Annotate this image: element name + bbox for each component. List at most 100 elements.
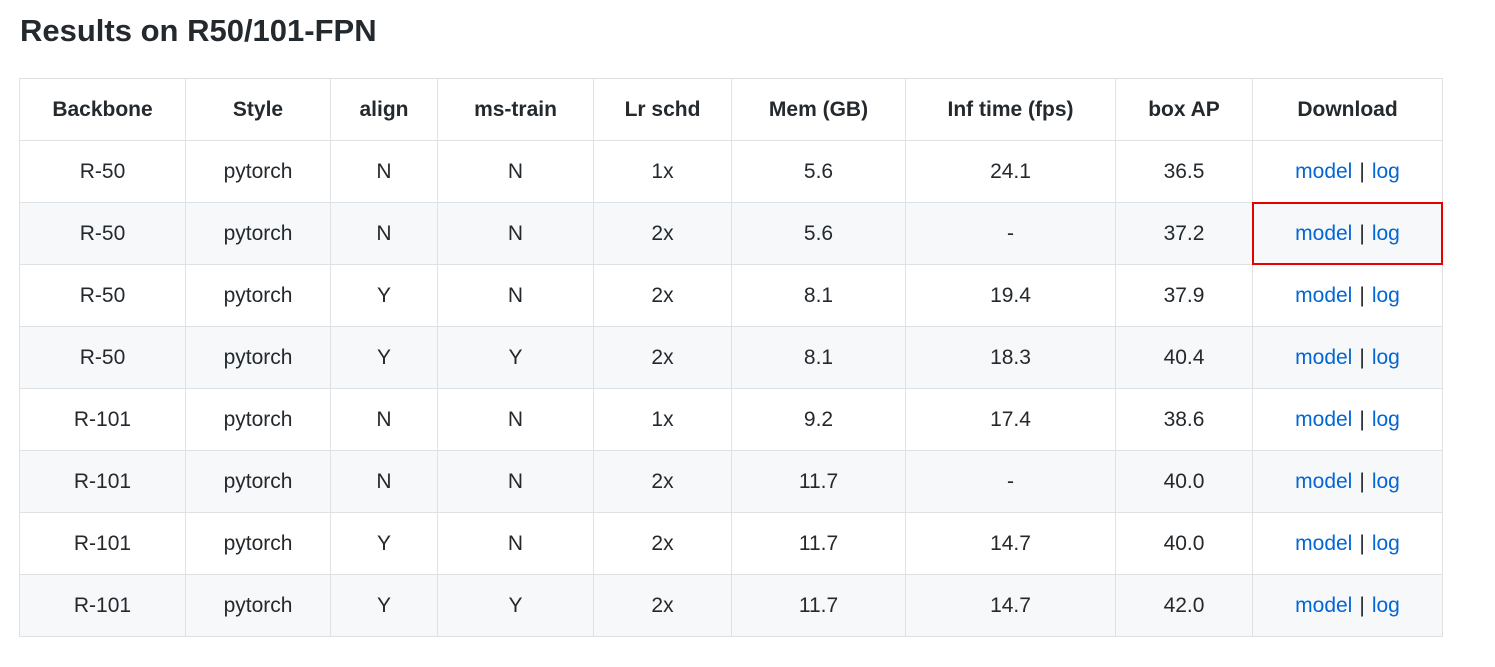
column-header-mem: Mem (GB) [731,78,906,141]
log-link[interactable]: log [1371,345,1400,369]
cell-mem: 9.2 [731,388,906,451]
cell-inf-time: 24.1 [905,140,1116,203]
results-table: Backbone Style align ms-train Lr schd Me… [19,78,1443,637]
column-header-style: Style [185,78,331,141]
cell-ms-train: N [437,140,594,203]
cell-backbone: R-101 [19,512,186,575]
model-link[interactable]: model [1295,221,1353,245]
table-row: R-101 pytorch Y Y 2x 11.7 14.7 42.0 mode… [19,574,1443,637]
link-separator: | [1359,593,1365,617]
page-title: Results on R50/101-FPN [20,13,377,48]
cell-lr-schd: 2x [593,264,732,327]
column-header-align: align [330,78,438,141]
model-link[interactable]: model [1295,345,1353,369]
cell-backbone: R-101 [19,450,186,513]
cell-style: pytorch [185,202,331,265]
cell-mem: 5.6 [731,140,906,203]
cell-box-ap: 37.9 [1115,264,1253,327]
cell-ms-train: Y [437,326,594,389]
cell-ms-train: N [437,512,594,575]
cell-lr-schd: 2x [593,512,732,575]
cell-align: N [330,140,438,203]
model-link[interactable]: model [1295,159,1353,183]
cell-box-ap: 40.4 [1115,326,1253,389]
cell-lr-schd: 2x [593,202,732,265]
cell-style: pytorch [185,264,331,327]
cell-align: Y [330,264,438,327]
cell-align: N [330,388,438,451]
cell-box-ap: 40.0 [1115,450,1253,513]
log-link[interactable]: log [1371,283,1400,307]
table-row: R-50 pytorch Y Y 2x 8.1 18.3 40.4 model |… [19,326,1443,389]
cell-lr-schd: 2x [593,574,732,637]
column-header-lr-schd: Lr schd [593,78,732,141]
cell-download: model | log [1252,140,1443,203]
model-link[interactable]: model [1295,531,1353,555]
cell-align: Y [330,512,438,575]
log-link[interactable]: log [1371,407,1400,431]
cell-download: model | log [1252,264,1443,327]
cell-download: model | log [1252,512,1443,575]
column-header-ms-train: ms-train [437,78,594,141]
model-link[interactable]: model [1295,469,1353,493]
column-header-backbone: Backbone [19,78,186,141]
cell-mem: 5.6 [731,202,906,265]
cell-ms-train: N [437,388,594,451]
cell-inf-time: 18.3 [905,326,1116,389]
cell-download: model | log [1252,202,1443,265]
cell-align: Y [330,574,438,637]
model-link[interactable]: model [1295,593,1353,617]
column-header-box-ap: box AP [1115,78,1253,141]
cell-ms-train: Y [437,574,594,637]
log-link[interactable]: log [1371,531,1400,555]
cell-lr-schd: 2x [593,326,732,389]
cell-lr-schd: 1x [593,388,732,451]
cell-inf-time: - [905,202,1116,265]
cell-download: model | log [1252,574,1443,637]
link-separator: | [1359,221,1365,245]
cell-box-ap: 42.0 [1115,574,1253,637]
cell-inf-time: 17.4 [905,388,1116,451]
column-header-download: Download [1252,78,1443,141]
cell-box-ap: 36.5 [1115,140,1253,203]
cell-style: pytorch [185,450,331,513]
cell-download: model | log [1252,450,1443,513]
cell-mem: 11.7 [731,450,906,513]
table-row: R-50 pytorch Y N 2x 8.1 19.4 37.9 model |… [19,264,1443,327]
table-row: R-101 pytorch N N 1x 9.2 17.4 38.6 model… [19,388,1443,451]
table-row: R-101 pytorch Y N 2x 11.7 14.7 40.0 mode… [19,512,1443,575]
log-link[interactable]: log [1371,159,1400,183]
link-separator: | [1359,283,1365,307]
cell-backbone: R-50 [19,140,186,203]
model-link[interactable]: model [1295,283,1353,307]
cell-box-ap: 40.0 [1115,512,1253,575]
link-separator: | [1359,531,1365,555]
cell-backbone: R-50 [19,264,186,327]
log-link[interactable]: log [1371,221,1400,245]
cell-mem: 8.1 [731,264,906,327]
link-separator: | [1359,345,1365,369]
cell-lr-schd: 1x [593,140,732,203]
cell-ms-train: N [437,202,594,265]
cell-mem: 11.7 [731,574,906,637]
cell-backbone: R-50 [19,202,186,265]
cell-inf-time: - [905,450,1116,513]
model-link[interactable]: model [1295,407,1353,431]
link-separator: | [1359,407,1365,431]
cell-backbone: R-101 [19,574,186,637]
cell-lr-schd: 2x [593,450,732,513]
cell-inf-time: 14.7 [905,574,1116,637]
cell-backbone: R-50 [19,326,186,389]
table-row: R-101 pytorch N N 2x 11.7 - 40.0 model | l… [19,450,1443,513]
cell-inf-time: 14.7 [905,512,1116,575]
cell-style: pytorch [185,388,331,451]
cell-box-ap: 37.2 [1115,202,1253,265]
cell-style: pytorch [185,512,331,575]
log-link[interactable]: log [1371,469,1400,493]
link-separator: | [1359,469,1365,493]
cell-backbone: R-101 [19,388,186,451]
cell-style: pytorch [185,326,331,389]
log-link[interactable]: log [1371,593,1400,617]
cell-download: model | log [1252,388,1443,451]
